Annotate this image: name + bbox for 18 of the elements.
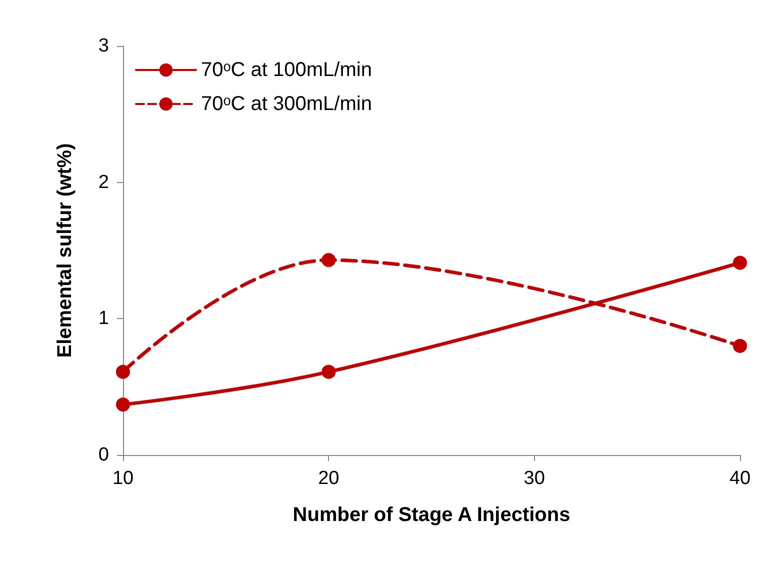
y-tick-label: 3 (98, 36, 109, 56)
point (322, 253, 336, 268)
y-tick-label: 2 (98, 172, 109, 193)
legend-label: 70ᵒC at 300mL/min (201, 93, 372, 115)
point (733, 256, 747, 270)
point (116, 364, 130, 379)
legend-label: 70ᵒC at 100mL/min (201, 59, 372, 81)
y-tick-label: 1 (98, 308, 109, 330)
point (116, 398, 130, 412)
y-axis-title: Elemental sulfur (wt%) (54, 143, 76, 358)
point (733, 338, 747, 353)
x-tick-label: 10 (112, 468, 134, 489)
x-tick-label: 40 (729, 468, 751, 489)
point (322, 364, 336, 379)
x-tick-label: 20 (318, 468, 340, 489)
x-axis-title: Number of Stage A Injections (292, 504, 570, 526)
y-tick-label: 0 (98, 444, 109, 466)
x-tick-label: 30 (524, 468, 545, 489)
